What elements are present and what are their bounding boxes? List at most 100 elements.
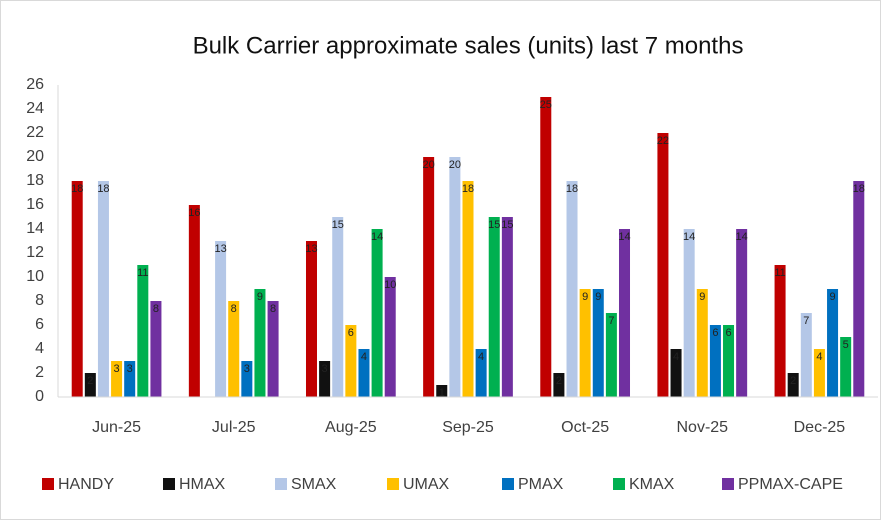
y-tick-label: 14 xyxy=(26,220,44,237)
bar xyxy=(813,349,825,397)
x-tick-label: Sep-25 xyxy=(442,419,494,436)
bar xyxy=(723,325,735,397)
legend-label: KMAX xyxy=(629,476,675,493)
legend-swatch xyxy=(502,478,514,490)
x-tick-label: Aug-25 xyxy=(325,419,377,436)
y-tick-label: 24 xyxy=(26,100,44,117)
bar xyxy=(305,241,318,397)
value-label: 6 xyxy=(712,327,718,339)
bar xyxy=(124,361,136,397)
bar xyxy=(736,229,748,397)
legend-label: UMAX xyxy=(403,476,450,493)
x-tick-label: Jun-25 xyxy=(92,419,141,436)
value-label: 16 xyxy=(188,207,200,219)
y-tick-label: 10 xyxy=(26,268,44,285)
value-label: 6 xyxy=(725,327,731,339)
bar xyxy=(345,325,357,397)
legend-swatch xyxy=(387,478,399,490)
bar xyxy=(501,217,513,397)
value-label: 2 xyxy=(556,375,562,387)
value-label: 20 xyxy=(449,159,461,171)
bar xyxy=(188,205,200,397)
value-label: 7 xyxy=(803,315,809,327)
value-label: 4 xyxy=(673,351,679,363)
value-label: 14 xyxy=(736,231,748,243)
bar xyxy=(254,289,266,397)
value-label: 14 xyxy=(683,231,695,243)
y-tick-label: 0 xyxy=(35,388,44,405)
value-label: 4 xyxy=(361,351,367,363)
y-tick-label: 22 xyxy=(26,124,44,141)
bar xyxy=(618,229,631,397)
y-tick-label: 16 xyxy=(26,196,44,213)
bar xyxy=(384,277,396,397)
bar xyxy=(540,97,552,397)
value-label: 2 xyxy=(87,375,93,387)
bar xyxy=(592,289,604,397)
value-label: 9 xyxy=(582,291,588,303)
bar xyxy=(267,301,279,397)
value-label: 5 xyxy=(843,339,849,351)
y-tick-label: 4 xyxy=(35,340,44,357)
x-tick-label: Jul-25 xyxy=(212,419,256,436)
y-tick-label: 12 xyxy=(26,244,44,261)
value-label: 13 xyxy=(305,243,317,255)
bar xyxy=(358,349,370,397)
bar xyxy=(137,265,149,397)
value-label: 18 xyxy=(97,183,109,195)
bar xyxy=(566,181,578,397)
value-label: 14 xyxy=(618,231,630,243)
y-tick-label: 2 xyxy=(35,364,44,381)
value-label: 18 xyxy=(566,183,578,195)
bar xyxy=(827,289,839,397)
legend-label: PPMAX-CAPE xyxy=(738,476,843,493)
value-label: 3 xyxy=(114,363,120,375)
bar xyxy=(774,265,786,397)
bar xyxy=(579,289,591,397)
legend-swatch xyxy=(163,478,175,490)
value-label: 13 xyxy=(214,243,226,255)
value-label: 8 xyxy=(270,303,276,315)
bar xyxy=(670,349,682,397)
value-label: 15 xyxy=(332,219,344,231)
bar xyxy=(111,361,123,397)
legend-label: HANDY xyxy=(58,476,114,493)
bar xyxy=(150,301,162,397)
value-label: 8 xyxy=(153,303,159,315)
bar xyxy=(553,373,565,397)
value-label: 25 xyxy=(540,99,552,111)
bar xyxy=(371,229,383,397)
x-tick-label: Oct-25 xyxy=(561,419,609,436)
chart-title: Bulk Carrier approximate sales (units) l… xyxy=(193,32,744,59)
y-tick-label: 20 xyxy=(26,148,44,165)
value-label: 11 xyxy=(774,267,785,279)
value-label: 14 xyxy=(371,231,383,243)
bar xyxy=(228,301,240,397)
bar xyxy=(853,181,865,397)
legend-label: PMAX xyxy=(518,476,564,493)
value-label: 9 xyxy=(595,291,601,303)
x-tick-label: Nov-25 xyxy=(676,419,728,436)
value-label: 3 xyxy=(244,363,250,375)
value-label: 7 xyxy=(608,315,614,327)
legend-swatch xyxy=(275,478,287,490)
x-tick-label: Dec-25 xyxy=(794,419,846,436)
y-tick-label: 6 xyxy=(35,316,44,333)
bar xyxy=(436,385,448,397)
bar xyxy=(332,217,344,397)
value-label: 9 xyxy=(829,291,835,303)
bar xyxy=(696,289,708,397)
value-label: 4 xyxy=(478,351,484,363)
legend-swatch xyxy=(722,478,734,490)
bar xyxy=(462,181,474,397)
bar xyxy=(241,361,253,397)
bar xyxy=(319,361,331,397)
bar xyxy=(215,241,227,397)
value-label: 22 xyxy=(657,135,669,147)
value-label: 15 xyxy=(501,219,513,231)
bar xyxy=(449,157,461,397)
bar xyxy=(84,373,96,397)
legend-swatch xyxy=(613,478,625,490)
